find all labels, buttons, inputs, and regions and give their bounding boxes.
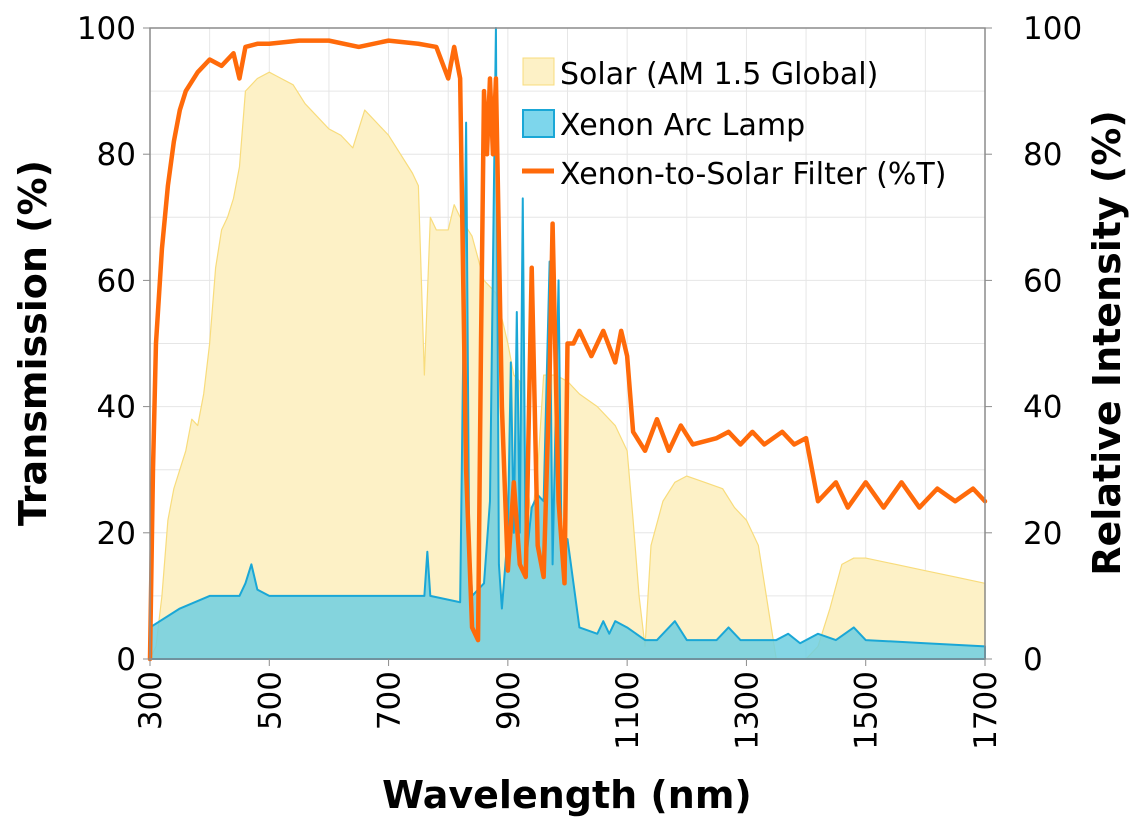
plot-frame xyxy=(149,27,986,660)
x-tick-label: 1100 xyxy=(610,671,646,750)
legend-swatch-xenon xyxy=(522,109,555,138)
y-tick-label: 0 xyxy=(116,642,136,678)
y2-tick-label: 80 xyxy=(1023,137,1062,173)
legend-label-xenon: Xenon Arc Lamp xyxy=(560,108,805,143)
x-tick-label: 300 xyxy=(133,671,169,730)
y-tick-label: 20 xyxy=(97,516,136,552)
x-tick-label: 500 xyxy=(252,671,288,730)
series-line-2 xyxy=(147,38,988,662)
legend-label-solar: Solar (AM 1.5 Global) xyxy=(560,57,878,92)
y2-tick-label: 40 xyxy=(1023,390,1062,426)
y-tick-label: 60 xyxy=(97,263,136,299)
y-tick-label: 40 xyxy=(97,390,136,426)
series-layer xyxy=(147,27,988,662)
y2-tick-label: 100 xyxy=(1023,11,1082,47)
legend: Solar (AM 1.5 Global) Xenon Arc Lamp Xen… xyxy=(522,57,946,192)
legend-swatch-solar xyxy=(522,57,555,86)
y-axis-label: Transmission (%) xyxy=(11,160,55,526)
y2-tick-label: 0 xyxy=(1023,642,1043,678)
x-tick-label: 900 xyxy=(491,671,527,730)
series-area-0 xyxy=(149,71,986,660)
x-axis-label: Wavelength (nm) xyxy=(382,773,752,817)
y2-axis-label: Relative Intensity (%) xyxy=(1085,110,1129,575)
y2-tick-label: 20 xyxy=(1023,516,1062,552)
x-tick-label: 1500 xyxy=(849,671,885,750)
y2-tick-label: 60 xyxy=(1023,263,1062,299)
x-tick-label: 1300 xyxy=(729,671,765,750)
x-tick-label: 700 xyxy=(372,671,408,730)
plot-border xyxy=(149,27,986,660)
ticks: 300 500 700 900 1100 1300 1500 1700 0 20 40 60 80 100… xyxy=(77,11,1082,750)
y-tick-label: 80 xyxy=(97,137,136,173)
legend-label-filter: Xenon-to-Solar Filter (%T) xyxy=(560,157,946,192)
x-tick-label: 1700 xyxy=(968,671,1004,750)
y-tick-label: 100 xyxy=(77,11,136,47)
